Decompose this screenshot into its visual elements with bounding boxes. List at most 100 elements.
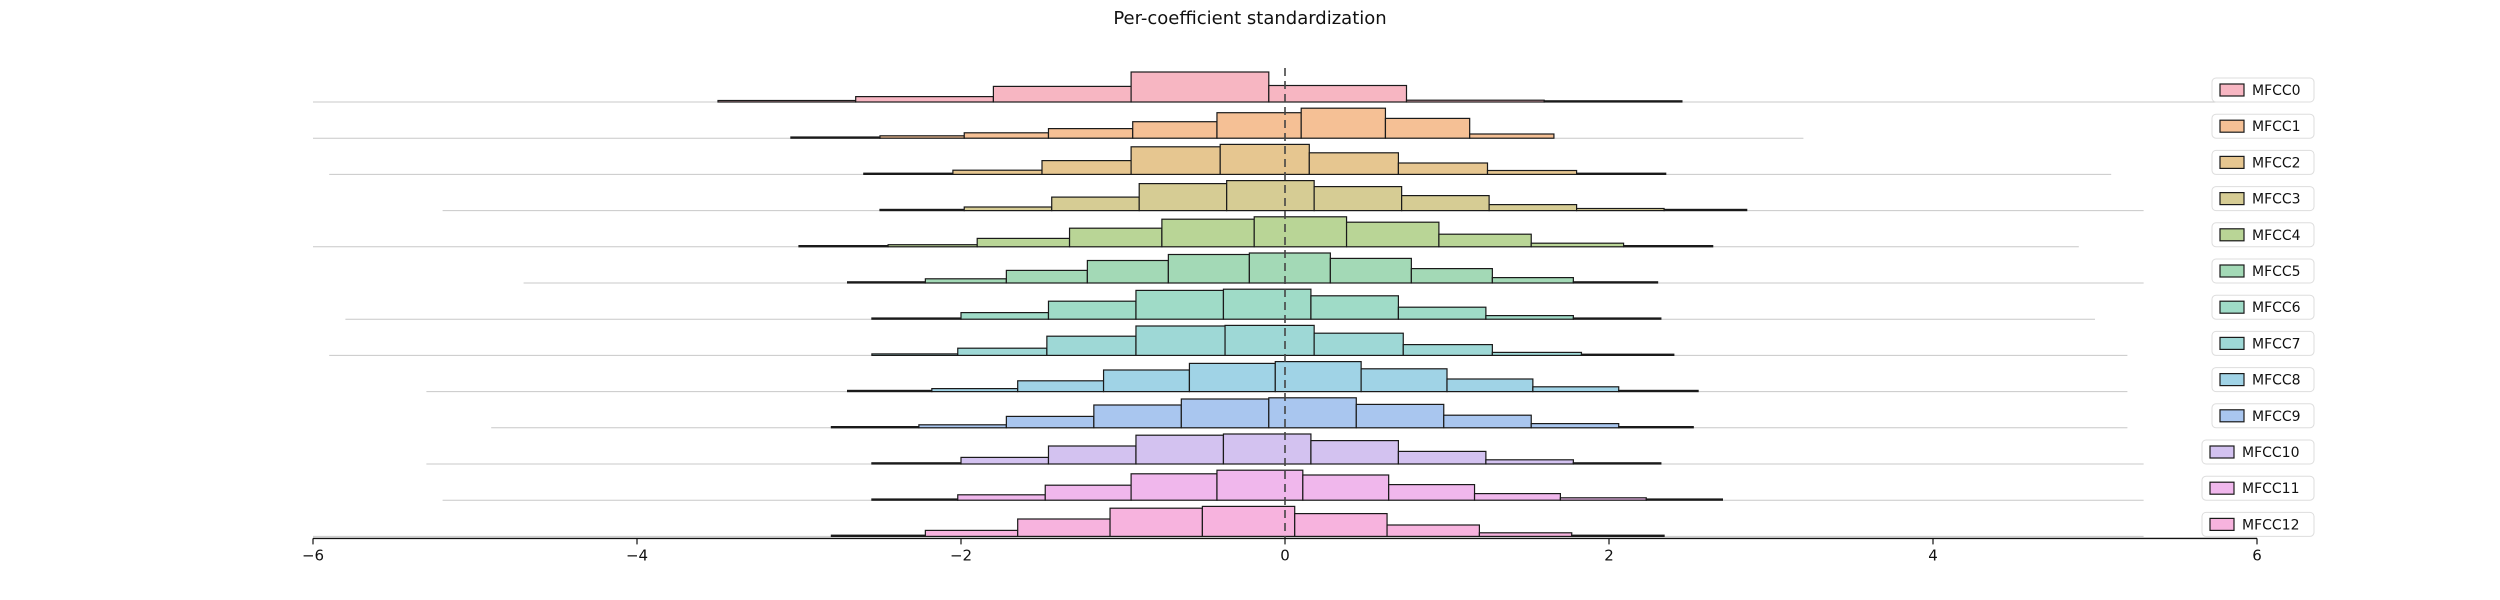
bar-mfcc10-4 xyxy=(1222,433,1312,465)
x-tick-label-6: 6 xyxy=(2252,546,2262,564)
histogram-row-mfcc8 xyxy=(426,361,2128,393)
bar-mfcc6-7 xyxy=(1485,315,1574,320)
bar-mfcc12-4 xyxy=(1201,505,1296,537)
bar-mfcc8-2 xyxy=(1017,380,1105,393)
legend-swatch-mfcc5 xyxy=(2219,264,2245,278)
histogram-row-mfcc11 xyxy=(442,469,2144,501)
bar-mfcc6-4 xyxy=(1222,288,1312,320)
legend-label-mfcc10: MFCC10 xyxy=(2242,445,2300,461)
bar-mfcc0-3 xyxy=(1130,71,1270,103)
bar-mfcc2-3 xyxy=(1130,146,1221,176)
legend-entry-mfcc3: MFCC3 xyxy=(2211,186,2315,212)
bar-mfcc11-5 xyxy=(1302,474,1390,501)
bar-mfcc11-1 xyxy=(957,494,1046,501)
bar-mfcc5-1 xyxy=(924,278,1007,284)
bar-mfcc7-8 xyxy=(1580,353,1675,357)
bar-mfcc7-7 xyxy=(1491,351,1583,356)
legend-label-mfcc11: MFCC11 xyxy=(2242,481,2300,497)
bar-mfcc3-7 xyxy=(1488,204,1578,212)
bar-mfcc4-6 xyxy=(1345,221,1440,248)
histogram-row-mfcc5 xyxy=(523,252,2144,284)
legend-label-mfcc9: MFCC9 xyxy=(2252,409,2301,425)
bar-mfcc3-5 xyxy=(1313,186,1403,212)
bar-mfcc4-2 xyxy=(976,237,1071,248)
bar-mfcc11-9 xyxy=(1645,498,1724,501)
histogram-row-mfcc12 xyxy=(313,505,2144,538)
bar-mfcc1-2 xyxy=(963,132,1050,139)
x-tick-label-5: 4 xyxy=(1928,546,1938,564)
legend-entry-mfcc5: MFCC5 xyxy=(2211,258,2315,284)
histogram-row-mfcc2 xyxy=(329,143,2112,176)
bar-mfcc7-2 xyxy=(1046,335,1137,357)
bar-mfcc8-3 xyxy=(1102,369,1191,393)
bar-mfcc7-5 xyxy=(1313,332,1404,357)
bar-mfcc10-6 xyxy=(1397,450,1487,465)
bar-mfcc6-3 xyxy=(1135,289,1225,320)
bar-mfcc5-7 xyxy=(1410,268,1493,284)
bar-mfcc7-6 xyxy=(1402,344,1493,357)
bar-mfcc11-7 xyxy=(1473,493,1562,501)
bar-mfcc11-3 xyxy=(1130,473,1218,501)
bar-mfcc3-3 xyxy=(1138,183,1228,212)
bar-mfcc3-6 xyxy=(1401,195,1490,212)
bar-mfcc11-4 xyxy=(1216,469,1304,501)
legend-label-mfcc5: MFCC5 xyxy=(2252,264,2301,280)
bar-mfcc12-7 xyxy=(1478,532,1573,537)
bar-mfcc8-6 xyxy=(1360,368,1448,393)
bar-mfcc10-3 xyxy=(1135,434,1225,465)
legend-label-mfcc0: MFCC0 xyxy=(2252,83,2301,99)
legend-swatch-mfcc4 xyxy=(2219,228,2245,242)
legend-entry-mfcc10: MFCC10 xyxy=(2201,439,2315,465)
legend-label-mfcc4: MFCC4 xyxy=(2252,228,2301,244)
bar-mfcc2-5 xyxy=(1308,152,1400,176)
bar-mfcc0-6 xyxy=(1543,100,1683,103)
histogram-row-mfcc10 xyxy=(426,433,2144,465)
legend-swatch-mfcc9 xyxy=(2219,409,2245,423)
bar-mfcc4-8 xyxy=(1530,242,1625,248)
bar-mfcc9-3 xyxy=(1093,404,1182,429)
bar-mfcc5-8 xyxy=(1491,277,1574,284)
legend-entry-mfcc11: MFCC11 xyxy=(2201,475,2315,501)
x-tick-label-4: 2 xyxy=(1604,546,1614,564)
histogram-row-mfcc3 xyxy=(442,180,2144,212)
bar-mfcc6-5 xyxy=(1310,295,1400,320)
histogram-row-mfcc6 xyxy=(345,288,2095,320)
bar-mfcc5-4 xyxy=(1167,253,1250,284)
bar-mfcc12-3 xyxy=(1109,507,1203,538)
bar-mfcc3-8 xyxy=(1575,207,1665,212)
bar-mfcc10-0 xyxy=(871,462,962,465)
chart-title: Per-coefficient standardization xyxy=(1113,8,1387,29)
bar-mfcc3-9 xyxy=(1663,208,1748,212)
legend-entry-mfcc0: MFCC0 xyxy=(2211,77,2315,103)
bar-mfcc9-7 xyxy=(1443,414,1532,429)
bar-mfcc2-4 xyxy=(1219,143,1310,175)
legend-entry-mfcc7: MFCC7 xyxy=(2211,330,2315,356)
bar-mfcc0-5 xyxy=(1405,99,1545,103)
bar-mfcc11-0 xyxy=(871,498,959,501)
bar-mfcc7-1 xyxy=(957,347,1048,357)
bar-mfcc1-4 xyxy=(1132,121,1218,139)
bar-mfcc7-3 xyxy=(1135,325,1226,356)
bar-mfcc1-6 xyxy=(1300,107,1387,139)
bar-mfcc8-4 xyxy=(1188,362,1276,393)
bar-mfcc5-0 xyxy=(846,281,926,284)
bar-mfcc9-4 xyxy=(1180,398,1270,429)
bar-mfcc6-0 xyxy=(871,317,962,320)
bar-mfcc8-9 xyxy=(1618,389,1699,393)
bar-mfcc0-1 xyxy=(855,95,995,103)
legend-entry-mfcc1: MFCC1 xyxy=(2211,113,2315,139)
bar-mfcc10-8 xyxy=(1572,462,1662,465)
histogram-row-mfcc0 xyxy=(313,71,2241,103)
bar-mfcc4-4 xyxy=(1161,218,1255,248)
bar-mfcc5-9 xyxy=(1572,281,1659,284)
x-tick-label-3: 0 xyxy=(1280,546,1290,564)
bar-mfcc5-2 xyxy=(1005,269,1088,284)
bar-mfcc5-3 xyxy=(1086,259,1169,284)
bar-mfcc2-8 xyxy=(1575,172,1667,175)
bar-mfcc5-5 xyxy=(1248,252,1331,284)
bar-mfcc4-5 xyxy=(1253,216,1348,248)
bar-mfcc12-5 xyxy=(1294,512,1388,537)
bar-mfcc1-3 xyxy=(1047,128,1134,139)
legend-label-mfcc6: MFCC6 xyxy=(2252,300,2301,316)
